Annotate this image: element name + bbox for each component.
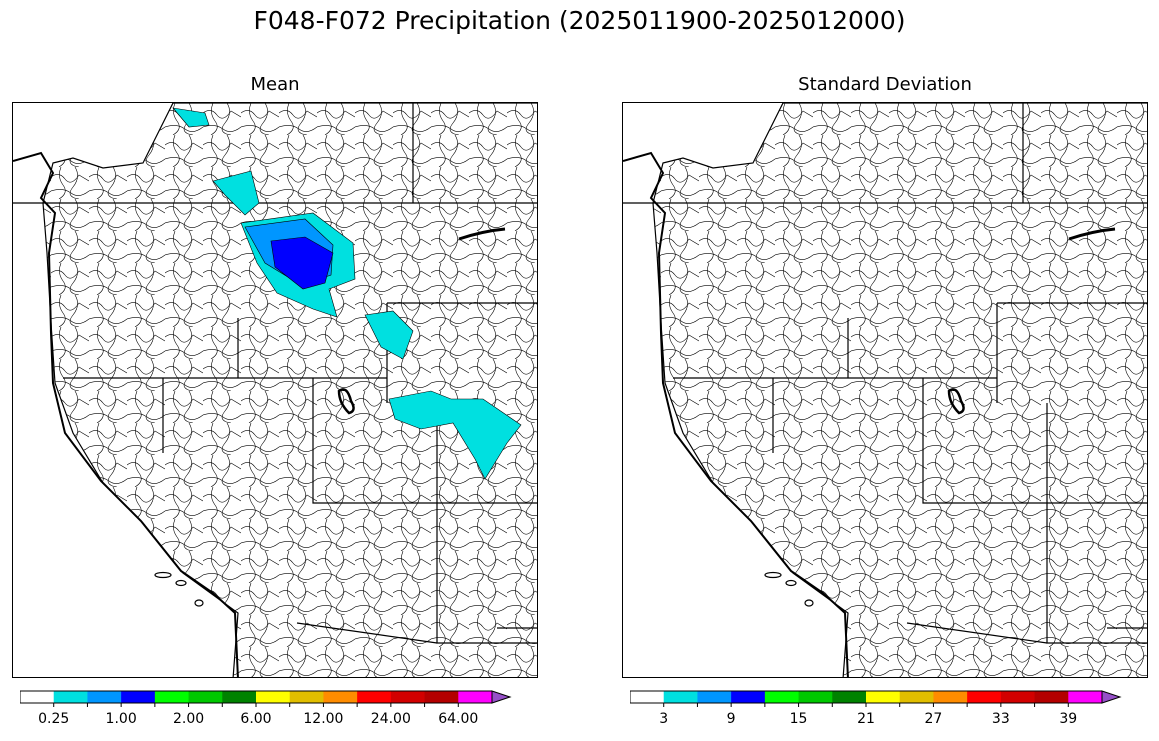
borders [13,103,537,644]
basin-cyan-wyoming [364,310,414,360]
island [154,571,172,579]
colorbar-segment [357,691,392,703]
coastline [13,151,239,677]
colorbar-segment [899,691,934,703]
colorbar-tick-label: 9 [726,711,736,727]
colorbar-segment [697,691,732,703]
colorbar-segment [20,691,55,703]
colorbar-segment [289,691,324,703]
island [785,579,797,587]
map-std [622,102,1148,678]
basin-blue [270,236,334,290]
colorbar-segment [256,691,291,703]
colorbar-segment [798,691,833,703]
map-mean-svg [13,103,537,677]
colorbar-tick-label: 27 [924,711,943,727]
colorbar-segment [188,691,223,703]
colorbar-segment [53,691,88,703]
colorbar-tick-label: 15 [789,711,808,727]
colorbar-segment [731,691,766,703]
lake [458,227,506,241]
colorbar-tick-label: 3 [659,711,669,727]
map-mean [12,102,538,678]
colorbar-segment [764,691,800,703]
figure-title: F048-F072 Precipitation (2025011900-2025… [253,6,906,35]
colorbar-segment [323,691,358,703]
colorbar-segment [121,691,156,703]
colorbar-segment [154,691,190,703]
colorbar-segment [87,691,122,703]
island [804,599,814,607]
island [764,571,782,579]
lake [1068,227,1116,241]
colorbar-segment [933,691,968,703]
colorbar-extend-arrow [1101,690,1122,704]
map-std-svg [623,103,1147,677]
colorbar-segment [630,691,665,703]
colorbar-extend-arrow [491,690,512,704]
colorbar-segment [967,691,1002,703]
colorbar-segment [222,691,257,703]
colorbar-svg [20,690,512,707]
colorbar-tick-label: 12.00 [303,711,344,727]
island [194,599,204,607]
colorbar-tick-label: 64.00 [438,711,479,727]
colorbar-tick-label: 33 [991,711,1010,727]
land-basins [652,103,1147,677]
colorbar-segment [866,691,901,703]
colorbar-segment [390,691,426,703]
colorbar-segment [1034,691,1069,703]
colorbar-tick-label: 21 [857,711,875,727]
colorbar-segment [424,691,459,703]
colorbar-mean: 0.25 1.00 2.00 6.00 12.00 24.00 64.00 [20,690,530,730]
colorbar-tick-label: 39 [1059,711,1078,727]
island [175,579,187,587]
basin-cyan-north [212,170,260,216]
coastline [623,151,849,677]
great-salt-lake [337,388,355,415]
colorbar-tick-label: 24.00 [370,711,411,727]
colorbar-tick-label: 2.00 [172,711,205,727]
colorbar-tick-label: 0.25 [38,711,70,727]
panel-title-mean: Mean [250,74,300,95]
colorbar-tick-label: 6.00 [240,711,272,727]
land-basins [42,103,537,677]
colorbar-segment [1068,691,1103,703]
colorbar-tick-label: 1.00 [105,711,137,727]
panel-title-std: Standard Deviation [798,74,972,95]
colorbar-segment [458,691,493,703]
colorbar-segment [663,691,698,703]
basin-cyan-north [172,107,210,128]
borders [623,103,1147,644]
colorbar-svg [630,690,1122,707]
colorbar-segment [1000,691,1036,703]
great-salt-lake [947,388,965,415]
basin-cyan-colorado [388,390,522,480]
colorbar-segment [832,691,867,703]
colorbar-std: 3 9 15 21 27 33 39 [630,690,1140,730]
